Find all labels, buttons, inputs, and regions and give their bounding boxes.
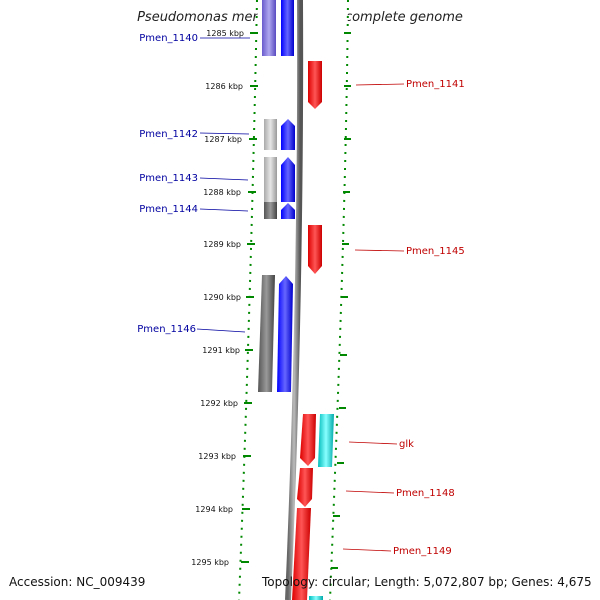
gene-label-right: Pmen_1149: [393, 546, 452, 557]
gene-arrow-pmen-1149: [292, 508, 311, 600]
rna-feature: [309, 596, 323, 600]
similarity-bars: [258, 0, 277, 392]
gene-label-left: Pmen_1143: [139, 173, 198, 184]
kbp-label: 1293 kbp: [198, 452, 236, 461]
gene-arrow-glk: [300, 414, 316, 466]
similarity-bar: [264, 157, 277, 202]
gene-label-right: Pmen_1145: [406, 246, 465, 257]
kbp-label: 1289 kbp: [203, 240, 241, 249]
gene-arrow-pmen-1144: [281, 203, 295, 219]
gene-arrow-pmen-1148: [297, 468, 313, 507]
accession-text: Accession: NC_009439: [9, 575, 146, 589]
gene-label-right: Pmen_1148: [396, 488, 455, 499]
rna-feature: [318, 414, 334, 467]
kbp-label: 1292 kbp: [200, 399, 238, 408]
kbp-label: 1286 kbp: [205, 82, 243, 91]
similarity-bar: [264, 119, 277, 150]
left-gene-labels: Pmen_1140 Pmen_1142 Pmen_1143 Pmen_1144 …: [137, 33, 250, 335]
gene-label-left: Pmen_1146: [137, 324, 196, 335]
gene-arrow-pmen-1140: [281, 0, 294, 56]
genome-summary-text: Topology: circular; Length: 5,072,807 bp…: [262, 575, 592, 589]
kbp-label: 1295 kbp: [191, 558, 229, 567]
gene-label-right: Pmen_1141: [406, 79, 465, 90]
kbp-label: 1290 kbp: [203, 293, 241, 302]
gene-arrow-pmen-1146: [277, 276, 293, 392]
gene-arrow-pmen-1143: [281, 157, 295, 202]
kbp-label: 1291 kbp: [202, 346, 240, 355]
kbp-label: 1287 kbp: [204, 135, 242, 144]
kbp-label: 1294 kbp: [195, 505, 233, 514]
kbp-label: 1285 kbp: [206, 29, 244, 38]
gene-arrow-pmen-1141: [308, 61, 322, 109]
similarity-bar: [258, 275, 275, 392]
similarity-bar: [262, 0, 276, 56]
gene-label-right: glk: [399, 439, 414, 450]
gene-label-left: Pmen_1140: [139, 33, 198, 44]
reverse-strand-genes: [277, 0, 295, 392]
gene-label-left: Pmen_1144: [139, 204, 198, 215]
gene-arrow-pmen-1142: [281, 119, 295, 150]
genome-backbone: [285, 0, 304, 600]
kbp-tick-labels: 1285 kbp 1286 kbp 1287 kbp 1288 kbp 1289…: [191, 29, 244, 567]
right-gene-labels: Pmen_1141 Pmen_1145 glk Pmen_1148 Pmen_1…: [342, 79, 465, 557]
similarity-bar: [264, 202, 277, 219]
gene-label-left: Pmen_1142: [139, 129, 198, 140]
gene-arrow-pmen-1145: [308, 225, 322, 274]
kbp-label: 1288 kbp: [203, 188, 241, 197]
forward-strand-genes: [292, 61, 334, 600]
kbp-tick-marks: [241, 32, 351, 569]
